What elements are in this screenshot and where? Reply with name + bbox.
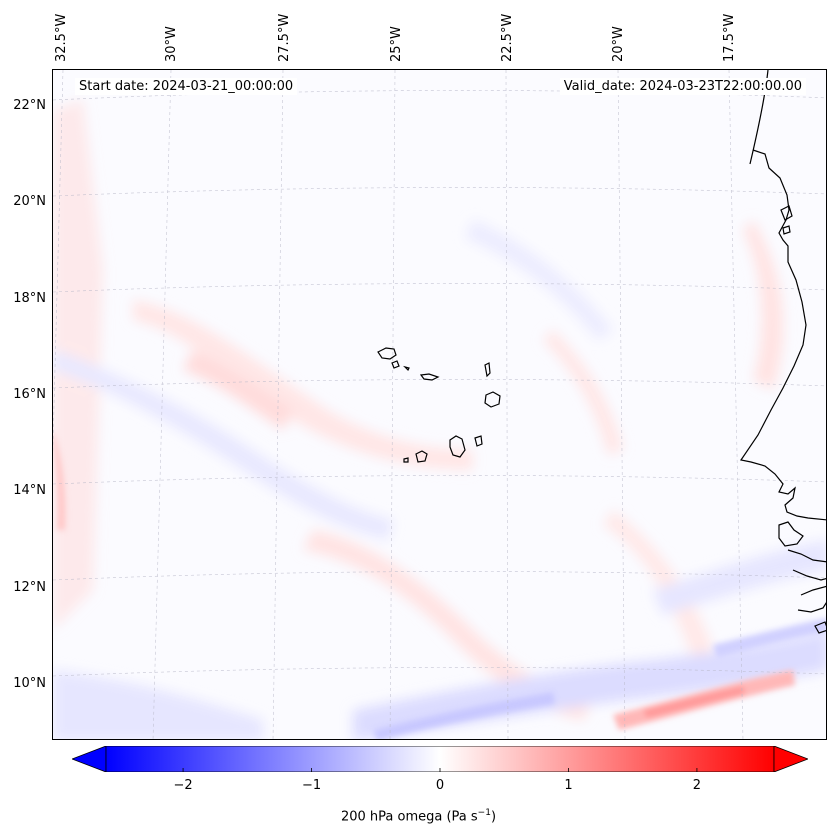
colorbar-extend-min bbox=[72, 746, 107, 772]
colorbar-extend-max bbox=[773, 746, 808, 772]
lon-label: 17.5°W bbox=[722, 13, 737, 62]
colorbar-label-exponent: −1 bbox=[477, 808, 491, 818]
omega-shading bbox=[53, 100, 826, 739]
colorbar-tick-label: 2 bbox=[692, 778, 702, 793]
lat-label: 22°N bbox=[13, 98, 46, 113]
colorbar-tick-label: −2 bbox=[173, 778, 193, 793]
graticule-lines bbox=[53, 70, 826, 739]
lat-label: 14°N bbox=[13, 483, 46, 498]
colorbar-ticks bbox=[182, 768, 698, 772]
colorbar bbox=[72, 746, 808, 772]
lon-label: 20°W bbox=[611, 26, 626, 62]
map-panel: Start date: 2024-03-21_00:00:00 Valid_da… bbox=[52, 69, 827, 740]
colorbar-tick-label: 0 bbox=[435, 778, 445, 793]
colorbar-tick-label: 1 bbox=[564, 778, 573, 793]
colorbar-label-text: 200 hPa omega (Pa s bbox=[340, 809, 478, 825]
colorbar-body bbox=[105, 746, 775, 772]
lon-label: 30°W bbox=[164, 26, 179, 62]
lat-label: 16°N bbox=[13, 387, 46, 402]
lat-label: 18°N bbox=[13, 291, 46, 306]
omega-shading-strong bbox=[53, 430, 826, 739]
lat-label: 10°N bbox=[13, 676, 46, 691]
lon-label: 27.5°W bbox=[277, 13, 292, 62]
lon-label: 22.5°W bbox=[500, 13, 515, 62]
lat-label: 12°N bbox=[13, 580, 46, 595]
lon-label: 32.5°W bbox=[54, 13, 69, 62]
west-africa-coastline bbox=[739, 70, 826, 634]
start-date-label: Start date: 2024-03-21_00:00:00 bbox=[75, 78, 298, 95]
lon-label: 25°W bbox=[389, 26, 404, 62]
colorbar-label: 200 hPa omega (Pa s−1) bbox=[0, 808, 837, 824]
valid-date-label: Valid_date: 2024-03-23T22:00:00.00 bbox=[559, 78, 806, 95]
map-canvas bbox=[53, 70, 826, 739]
colorbar-tick-label: −1 bbox=[301, 778, 322, 793]
lat-label: 20°N bbox=[13, 194, 46, 209]
cape-verde-islands bbox=[377, 347, 501, 463]
colorbar-label-end: ) bbox=[490, 809, 497, 825]
